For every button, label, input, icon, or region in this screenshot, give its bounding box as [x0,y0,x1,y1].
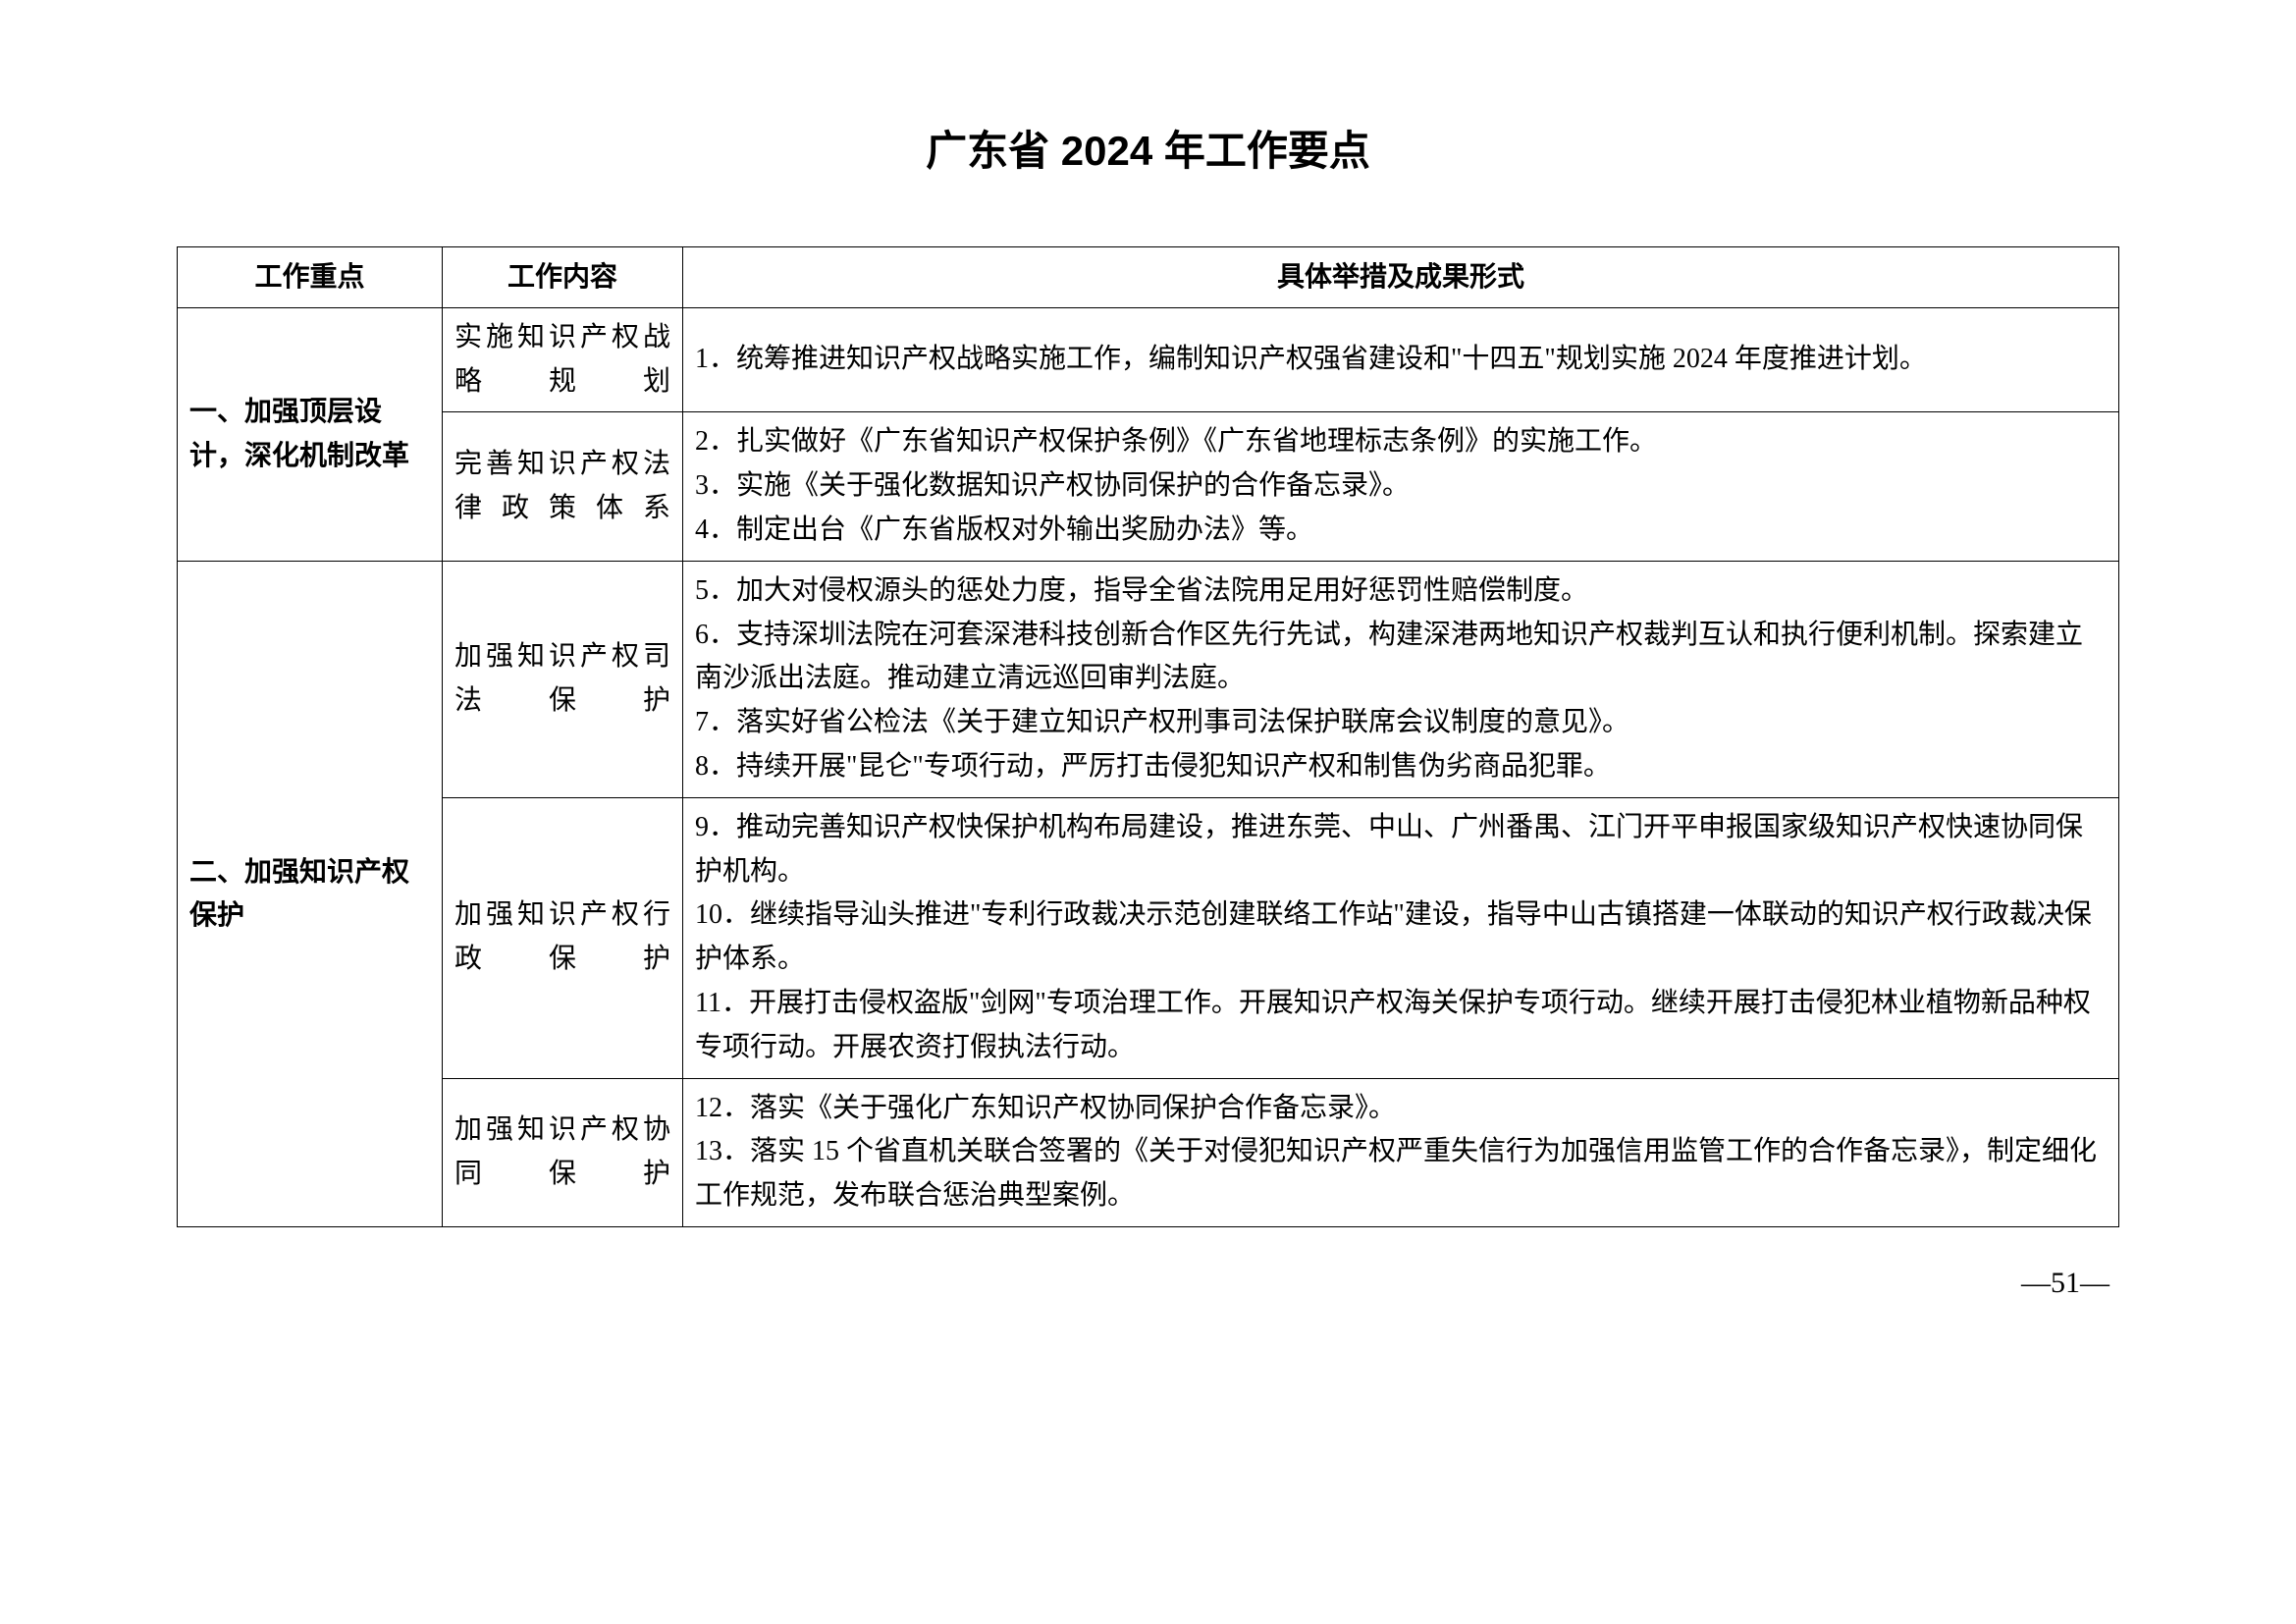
header-detail: 具体举措及成果形式 [683,247,2119,308]
detail-cell: 9．推动完善知识产权快保护机构布局建设，推进东莞、中山、广州番禺、江门开平申报国… [683,797,2119,1078]
page-number: —51— [177,1267,2119,1300]
table-row: 完善知识产权法律政策体系 2．扎实做好《广东省知识产权保护条例》《广东省地理标志… [178,412,2119,561]
detail-cell: 5．加大对侵权源头的惩处力度，指导全省法院用足用好惩罚性赔偿制度。6．支持深圳法… [683,561,2119,797]
table-row: 加强知识产权协同保护 12．落实《关于强化广东知识产权协同保护合作备忘录》。13… [178,1078,2119,1226]
work-plan-table: 工作重点 工作内容 具体举措及成果形式 一、加强顶层设计，深化机制改革 实施知识… [177,246,2119,1227]
header-focus: 工作重点 [178,247,443,308]
focus-cell-2: 二、加强知识产权保护 [178,561,443,1226]
content-cell: 加强知识产权协同保护 [443,1078,683,1226]
table-row: 一、加强顶层设计，深化机制改革 实施知识产权战略规划 1．统筹推进知识产权战略实… [178,307,2119,412]
table-header-row: 工作重点 工作内容 具体举措及成果形式 [178,247,2119,308]
detail-cell: 2．扎实做好《广东省知识产权保护条例》《广东省地理标志条例》的实施工作。3．实施… [683,412,2119,561]
document-title: 广东省 2024 年工作要点 [177,118,2119,178]
focus-cell-1: 一、加强顶层设计，深化机制改革 [178,307,443,561]
content-cell: 加强知识产权司法保护 [443,561,683,797]
content-cell: 实施知识产权战略规划 [443,307,683,412]
detail-cell: 12．落实《关于强化广东知识产权协同保护合作备忘录》。13．落实 15 个省直机… [683,1078,2119,1226]
detail-cell: 1．统筹推进知识产权战略实施工作，编制知识产权强省建设和"十四五"规划实施 20… [683,307,2119,412]
table-row: 加强知识产权行政保护 9．推动完善知识产权快保护机构布局建设，推进东莞、中山、广… [178,797,2119,1078]
header-content: 工作内容 [443,247,683,308]
content-cell: 加强知识产权行政保护 [443,797,683,1078]
content-cell: 完善知识产权法律政策体系 [443,412,683,561]
table-row: 二、加强知识产权保护 加强知识产权司法保护 5．加大对侵权源头的惩处力度，指导全… [178,561,2119,797]
